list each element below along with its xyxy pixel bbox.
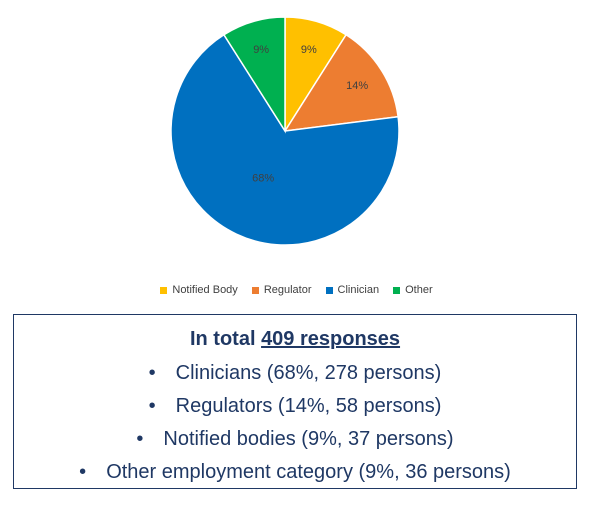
legend-item-other: Other (393, 284, 433, 296)
summary-item-text: Clinicians (68%, 278 persons) (175, 362, 442, 384)
summary-item-text: Regulators (14%, 58 persons) (175, 395, 442, 417)
bullet-icon: • (79, 461, 87, 483)
summary-item-other: • Other employment category (9%, 36 perso… (14, 456, 576, 489)
slice-label-notified-body: 9% (301, 44, 317, 56)
slice-label-clinician: 68% (252, 172, 274, 184)
bullet-icon: • (148, 362, 156, 384)
legend-item-notified-body: Notified Body (160, 284, 238, 296)
legend-swatch-other (393, 286, 401, 294)
pie-slice-other (222, 16, 286, 134)
legend-swatch-notified-body (160, 286, 168, 294)
summary-box: In total 409 responses • Clinicians (68%,… (13, 314, 577, 489)
pie-slice-clinician (170, 33, 400, 246)
legend-swatch-regulator (251, 286, 259, 294)
legend-label-clinician: Clinician (337, 284, 380, 296)
summary-item-clinicians: • Clinicians (68%, 278 persons) (14, 357, 576, 390)
legend-item-clinician: Clinician (325, 284, 380, 296)
bullet-icon: • (148, 395, 156, 417)
summary-item-text: Other employment category (9%, 36 person… (106, 461, 511, 483)
legend-label-regulator: Regulator (263, 284, 312, 296)
summary-item-text: Notified bodies (9%, 37 persons) (163, 428, 454, 450)
pie-chart: 9% 14% 68% 9% (170, 16, 400, 246)
summary-title: In total 409 responses (14, 327, 576, 351)
chart-legend: Notified Body Regulator Clinician Other (0, 284, 593, 296)
summary-list: • Clinicians (68%, 278 persons) • Regulato… (14, 357, 576, 489)
slice-label-other: 9% (253, 44, 269, 56)
pie-slice-regulator (283, 33, 399, 132)
legend-item-regulator: Regulator (251, 284, 312, 296)
summary-item-regulators: • Regulators (14%, 58 persons) (14, 390, 576, 423)
legend-label-other: Other (405, 284, 433, 296)
summary-item-notified-bodies: • Notified bodies (9%, 37 persons) (14, 423, 576, 456)
summary-title-prefix: In total (189, 328, 262, 350)
bullet-icon: • (136, 428, 144, 450)
legend-label-notified-body: Notified Body (172, 284, 238, 296)
summary-total-responses: 409 responses (261, 328, 401, 350)
legend-swatch-clinician (325, 286, 333, 294)
slice-label-regulator: 14% (346, 80, 368, 92)
